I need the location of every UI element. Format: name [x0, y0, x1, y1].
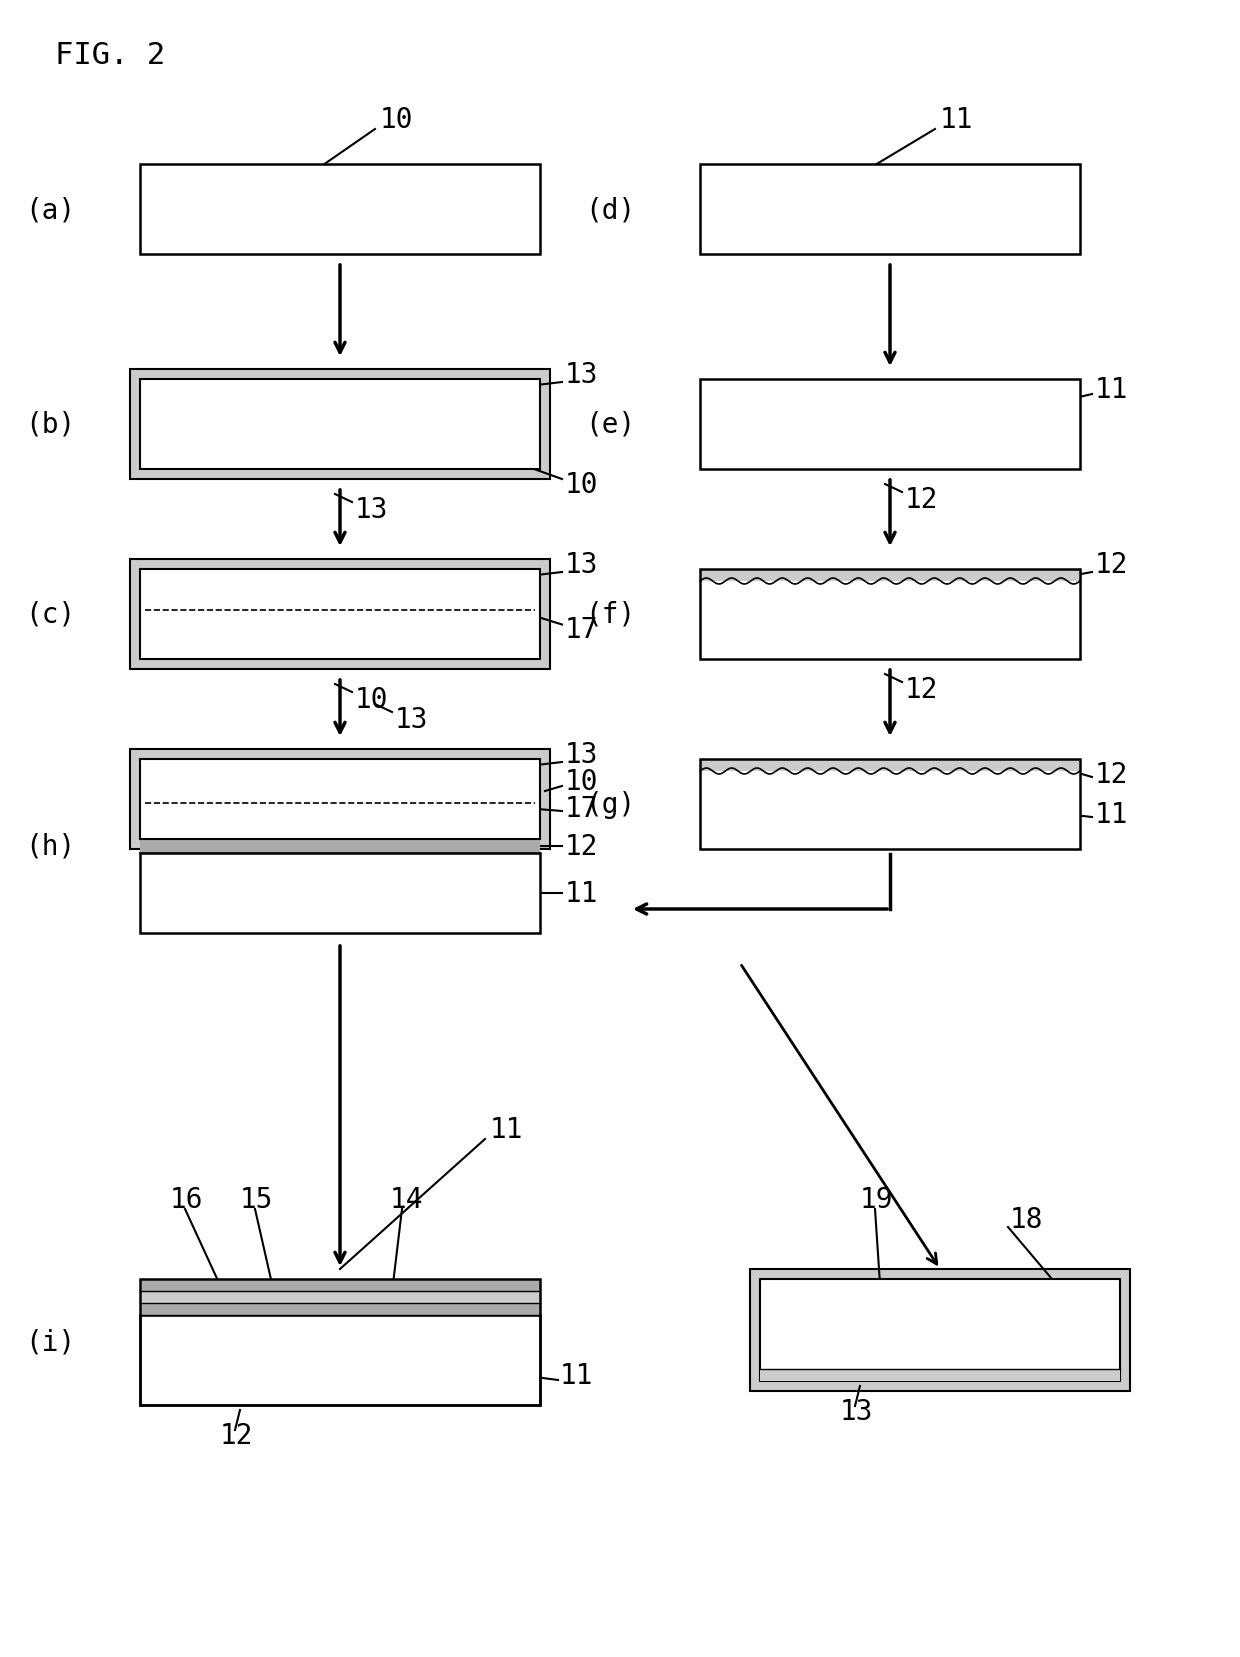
Bar	[701, 249, 1080, 255]
Text: 11: 11	[1095, 376, 1128, 404]
Text: 12: 12	[905, 676, 939, 704]
Text: FIG. 2: FIG. 2	[55, 40, 165, 70]
Bar	[701, 759, 1080, 850]
Bar	[140, 1279, 539, 1291]
Text: 15: 15	[241, 1185, 274, 1213]
Bar	[130, 370, 551, 481]
Bar	[760, 1279, 1120, 1382]
Text: 13: 13	[839, 1397, 873, 1425]
Bar	[701, 166, 1080, 172]
Bar	[140, 1291, 539, 1302]
Bar	[140, 840, 539, 853]
Bar	[140, 570, 539, 659]
Text: (i): (i)	[25, 1329, 76, 1355]
Text: (e): (e)	[585, 411, 635, 439]
Text: 12: 12	[565, 832, 599, 860]
Text: (f): (f)	[585, 600, 635, 628]
Bar	[140, 853, 539, 933]
Text: 13: 13	[565, 550, 599, 578]
Bar	[140, 1302, 539, 1316]
Bar	[701, 379, 1080, 386]
Text: 16: 16	[170, 1185, 203, 1213]
Text: 10: 10	[379, 106, 413, 134]
Text: 10: 10	[565, 767, 599, 795]
Text: 10: 10	[355, 686, 388, 714]
Text: (d): (d)	[585, 196, 635, 224]
Text: 11: 11	[565, 880, 599, 908]
Text: 10: 10	[565, 471, 599, 499]
Bar	[140, 1316, 539, 1405]
Text: 13: 13	[355, 495, 388, 524]
Text: 13: 13	[565, 741, 599, 769]
Bar	[130, 560, 551, 669]
Bar	[701, 759, 1080, 772]
Text: 12: 12	[219, 1422, 253, 1450]
Text: 13: 13	[396, 706, 429, 734]
Bar	[701, 379, 1080, 469]
Text: 19: 19	[861, 1185, 894, 1213]
Text: 13: 13	[565, 361, 599, 389]
Text: 11: 11	[560, 1360, 594, 1389]
Text: 12: 12	[1095, 550, 1128, 578]
Text: 17: 17	[565, 616, 599, 645]
Bar	[140, 1279, 539, 1405]
Bar	[750, 1269, 1130, 1392]
Text: (g): (g)	[585, 790, 635, 819]
Text: (c): (c)	[25, 600, 76, 628]
Bar	[701, 166, 1080, 255]
Bar	[140, 759, 539, 840]
Bar	[701, 570, 1080, 659]
Text: 12: 12	[905, 486, 939, 514]
Text: 18: 18	[1011, 1205, 1044, 1233]
Bar	[140, 379, 539, 469]
Bar	[701, 582, 1080, 659]
Text: 11: 11	[940, 106, 973, 134]
Bar	[130, 749, 551, 850]
Text: 17: 17	[565, 794, 599, 822]
Text: (b): (b)	[25, 411, 76, 439]
Bar	[140, 166, 539, 172]
Text: (a): (a)	[25, 196, 76, 224]
Text: 11: 11	[490, 1115, 523, 1143]
Text: 14: 14	[391, 1185, 424, 1213]
Bar	[701, 462, 1080, 469]
Text: 11: 11	[1095, 800, 1128, 828]
Bar	[140, 166, 539, 255]
Text: (h): (h)	[25, 832, 76, 860]
Text: 12: 12	[1095, 761, 1128, 789]
Bar	[760, 1369, 1120, 1382]
Bar	[701, 570, 1080, 582]
Bar	[701, 772, 1080, 850]
Bar	[140, 249, 539, 255]
